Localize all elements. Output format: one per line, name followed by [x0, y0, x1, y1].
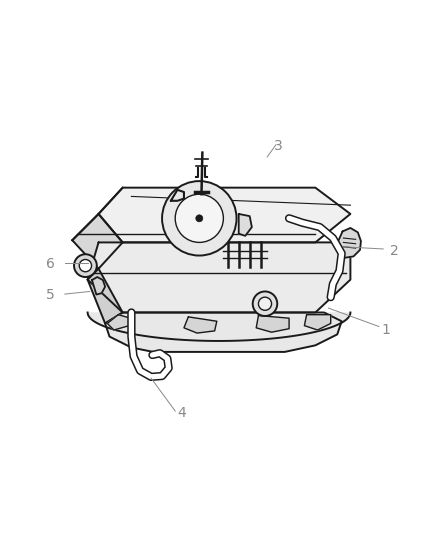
Polygon shape — [105, 312, 342, 352]
Circle shape — [162, 181, 237, 255]
Circle shape — [196, 215, 203, 222]
Text: 2: 2 — [390, 244, 399, 258]
Text: 1: 1 — [381, 323, 390, 337]
Circle shape — [175, 194, 223, 243]
Polygon shape — [337, 228, 361, 258]
Text: 5: 5 — [46, 288, 55, 302]
Polygon shape — [88, 243, 350, 312]
Circle shape — [79, 260, 92, 272]
Circle shape — [258, 297, 272, 310]
Polygon shape — [92, 277, 105, 295]
Polygon shape — [107, 314, 134, 330]
Text: 3: 3 — [274, 139, 283, 153]
Circle shape — [74, 254, 97, 277]
Polygon shape — [72, 214, 123, 269]
Polygon shape — [99, 188, 350, 243]
Polygon shape — [239, 214, 252, 236]
Polygon shape — [256, 316, 289, 332]
Polygon shape — [304, 314, 331, 330]
Polygon shape — [184, 317, 217, 333]
Text: 6: 6 — [46, 257, 55, 271]
Polygon shape — [88, 269, 123, 324]
Text: 4: 4 — [177, 406, 186, 420]
Circle shape — [253, 292, 277, 316]
